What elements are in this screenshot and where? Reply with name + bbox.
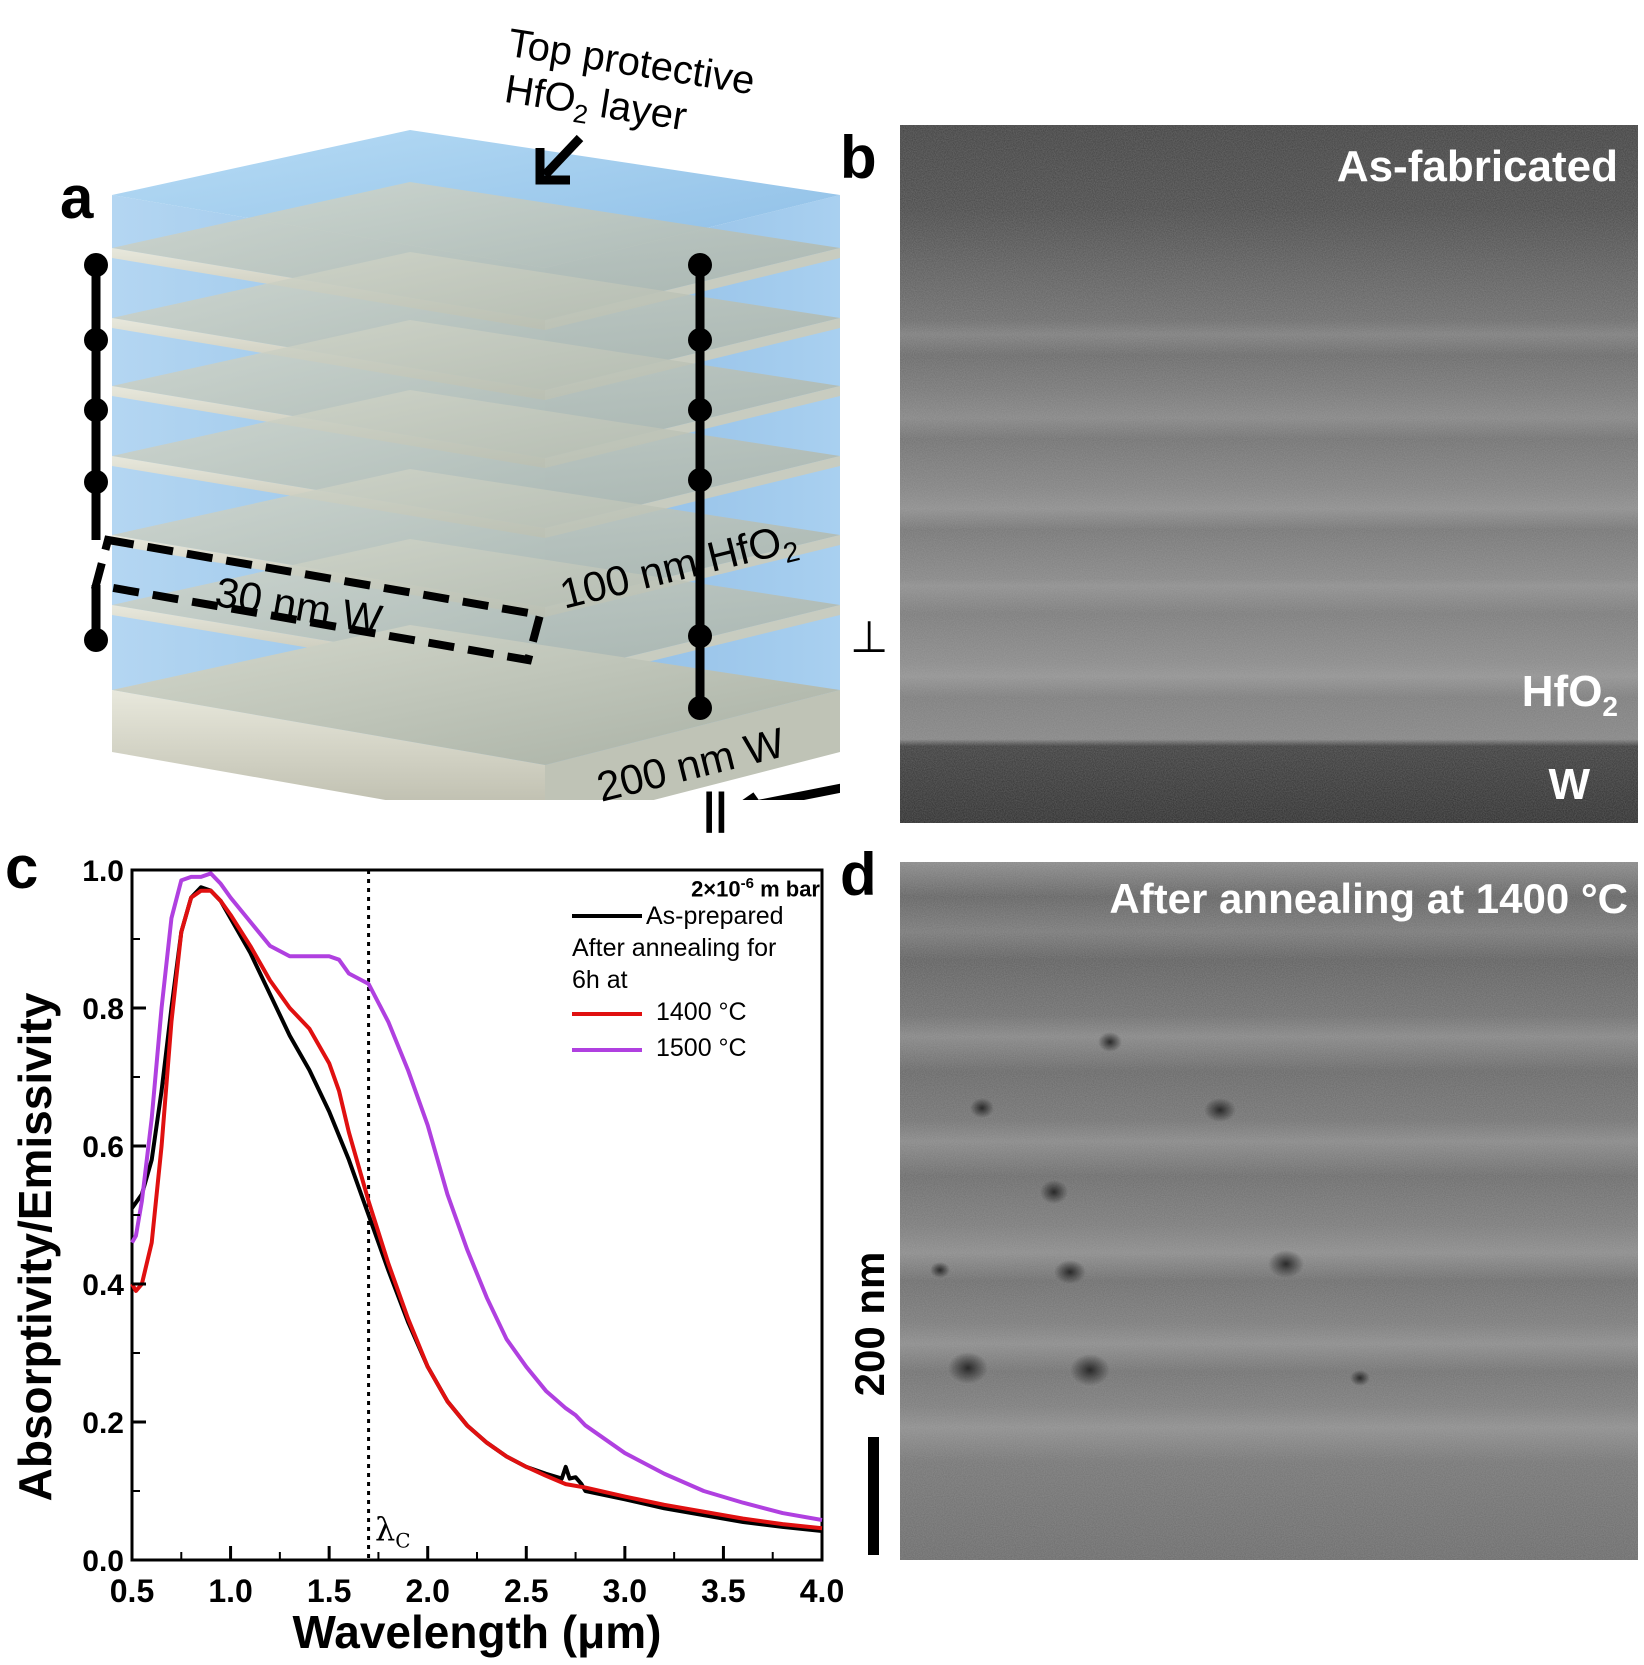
lambda-c-label: λC xyxy=(375,1510,411,1553)
sem-b-hfo2-label: HfO2 xyxy=(1521,667,1618,722)
w-layer-highlight-box xyxy=(91,535,545,665)
y-tick-label: 1.0 xyxy=(82,855,124,888)
sem-image-as-fabricated: As-fabricated HfO2 W xyxy=(900,125,1638,823)
panel-letter-a: a xyxy=(60,164,94,231)
legend-after-line2: 6h at xyxy=(572,966,628,995)
scale-bar-label: 200 nm xyxy=(846,1251,893,1397)
series-line-3 xyxy=(130,871,823,1522)
legend-swatch-1500 xyxy=(572,1048,642,1053)
x-tick-label: 2.5 xyxy=(504,1573,548,1609)
perpendicular-symbol: ⊥ xyxy=(850,613,889,662)
x-tick-label: 1.5 xyxy=(307,1573,351,1609)
x-tick-label: 2.0 xyxy=(405,1573,449,1609)
x-axis-label: Wavelength (μm) xyxy=(292,1606,662,1658)
sem-image-b xyxy=(900,125,1638,823)
legend-pressure: 2×10-6 m bar xyxy=(691,875,820,902)
x-tick-label: 3.0 xyxy=(603,1573,647,1609)
sem-b-title: As-fabricated xyxy=(1336,142,1618,191)
legend-label-as-prepared: As-prepared xyxy=(646,902,784,931)
panel-letter-c: c xyxy=(5,834,39,901)
sem-image-annealed: After annealing at 1400 °C xyxy=(900,862,1638,1560)
parallel-symbol: || xyxy=(703,784,728,833)
x-tick-label: 1.0 xyxy=(208,1573,252,1609)
chart-plot: 0.5 1.0 1.5 2.0 2.5 3.0 3.5 4.0 0.0 0.2 0.4 0.6 0.8 1… xyxy=(82,855,844,1609)
legend-swatch-as-prepared xyxy=(572,914,642,919)
right-period-indicator xyxy=(688,253,712,720)
annealing-voids xyxy=(930,1032,1370,1386)
w-substrate xyxy=(112,625,840,800)
sem-b-w-label: W xyxy=(1548,760,1590,809)
series-line-2 xyxy=(130,888,823,1531)
legend-item-1500: 1500 °C xyxy=(560,1034,820,1070)
y-tick-label: 0.0 xyxy=(82,1545,124,1578)
legend-after-line1: After annealing for xyxy=(572,934,777,963)
multilayer-stack-diagram xyxy=(84,130,840,800)
legend-label-1500: 1500 °C xyxy=(656,1034,747,1063)
x-tick-label: 3.5 xyxy=(701,1573,745,1609)
y-tick-label: 0.2 xyxy=(82,1407,124,1440)
absorptivity-chart: 0.5 1.0 1.5 2.0 2.5 3.0 3.5 4.0 0.0 0.2 0.4 0.6 0.8 1… xyxy=(0,830,860,1665)
sem-image-d xyxy=(900,862,1638,1560)
orientation-axes xyxy=(742,783,840,800)
legend-label-1400: 1400 °C xyxy=(656,998,747,1027)
legend-swatch-1400 xyxy=(572,1012,642,1017)
x-tick-label: 4.0 xyxy=(800,1573,844,1609)
y-tick-label: 0.8 xyxy=(82,993,124,1026)
panel-letter-d: d xyxy=(840,841,877,908)
y-tick-label: 0.6 xyxy=(82,1131,124,1164)
panel-letter-b: b xyxy=(840,124,877,191)
top-layer-arrow xyxy=(535,134,584,185)
x-tick-label: 0.5 xyxy=(110,1573,154,1609)
chart-legend: 2×10-6 m bar As-prepared After annealing… xyxy=(560,875,820,1070)
y-axis-label: Absorptivity/Emissivity xyxy=(9,992,61,1502)
legend-item-1400: 1400 °C xyxy=(560,998,820,1034)
panel-a: a Top protective HfO2 layer 100 nm HfO2 … xyxy=(0,0,888,833)
legend-item-as-prepared: As-prepared xyxy=(560,902,820,934)
sem-d-title: After annealing at 1400 °C xyxy=(1109,875,1628,922)
y-tick-label: 0.4 xyxy=(82,1269,124,1302)
scale-bar xyxy=(868,1437,879,1555)
left-period-indicator xyxy=(84,253,108,652)
